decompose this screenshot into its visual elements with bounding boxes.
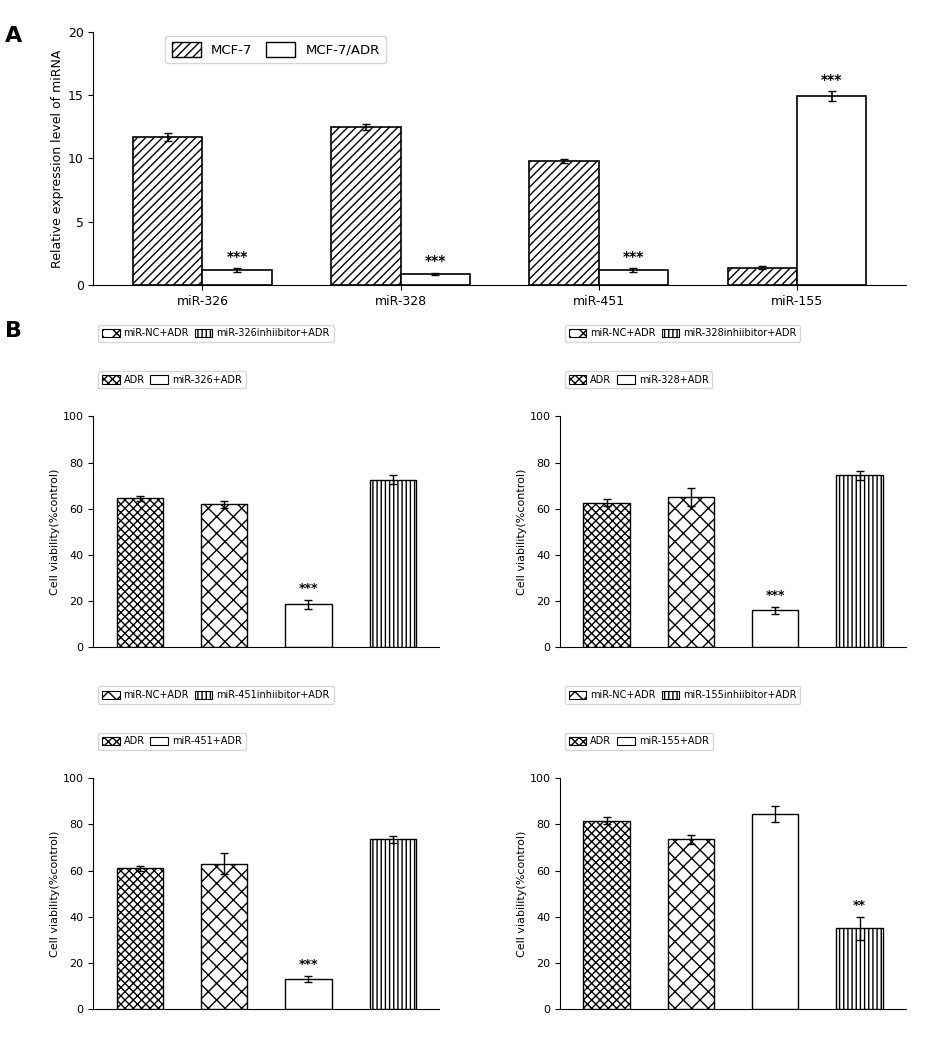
Text: B: B [5, 321, 21, 341]
Bar [584, 503, 630, 647]
Bar [401, 274, 470, 285]
Y-axis label: Cell viability(%control): Cell viability(%control) [50, 469, 60, 595]
Y-axis label: Cell viability(%control): Cell viability(%control) [517, 830, 527, 956]
Bar [752, 815, 799, 1009]
Bar [117, 868, 163, 1009]
Bar [530, 161, 599, 285]
Bar [584, 821, 630, 1009]
Y-axis label: Cell viability(%control): Cell viability(%control) [517, 469, 527, 595]
Legend: MCF-7, MCF-7/ADR: MCF-7, MCF-7/ADR [165, 36, 386, 63]
Bar [201, 864, 248, 1009]
Bar [285, 604, 332, 647]
Bar [203, 270, 272, 285]
Text: ***: *** [226, 250, 248, 264]
Text: ***: *** [766, 590, 785, 602]
Bar [285, 978, 332, 1009]
Bar [837, 475, 883, 647]
Text: ***: *** [425, 254, 446, 268]
Bar [668, 840, 715, 1009]
Text: ***: *** [821, 73, 842, 87]
Text: ***: *** [299, 582, 318, 595]
Bar [332, 127, 401, 285]
Bar [133, 137, 203, 285]
Bar [837, 928, 883, 1009]
Bar [752, 611, 799, 647]
Legend: miR-NC+ADR, miR-326inhiibitor+ADR: miR-NC+ADR, miR-326inhiibitor+ADR [98, 325, 333, 343]
Bar [599, 270, 668, 285]
Legend: miR-NC+ADR, miR-451inhiibitor+ADR: miR-NC+ADR, miR-451inhiibitor+ADR [98, 686, 333, 704]
Text: ***: *** [623, 250, 644, 264]
Legend: miR-NC+ADR, miR-328inhiibitor+ADR: miR-NC+ADR, miR-328inhiibitor+ADR [565, 325, 800, 343]
Text: **: ** [853, 899, 866, 912]
Text: ***: *** [299, 957, 318, 971]
Bar [117, 498, 163, 647]
Bar [728, 268, 797, 285]
Bar [668, 497, 715, 647]
Text: A: A [5, 26, 21, 46]
Legend: miR-NC+ADR, miR-155inhiibitor+ADR: miR-NC+ADR, miR-155inhiibitor+ADR [565, 686, 800, 704]
Y-axis label: Cell viability(%control): Cell viability(%control) [50, 830, 60, 956]
Y-axis label: Relative expression level of miRNA: Relative expression level of miRNA [50, 49, 64, 268]
Bar [370, 480, 416, 647]
Bar [797, 97, 867, 285]
Bar [201, 504, 248, 647]
Bar [370, 840, 416, 1009]
